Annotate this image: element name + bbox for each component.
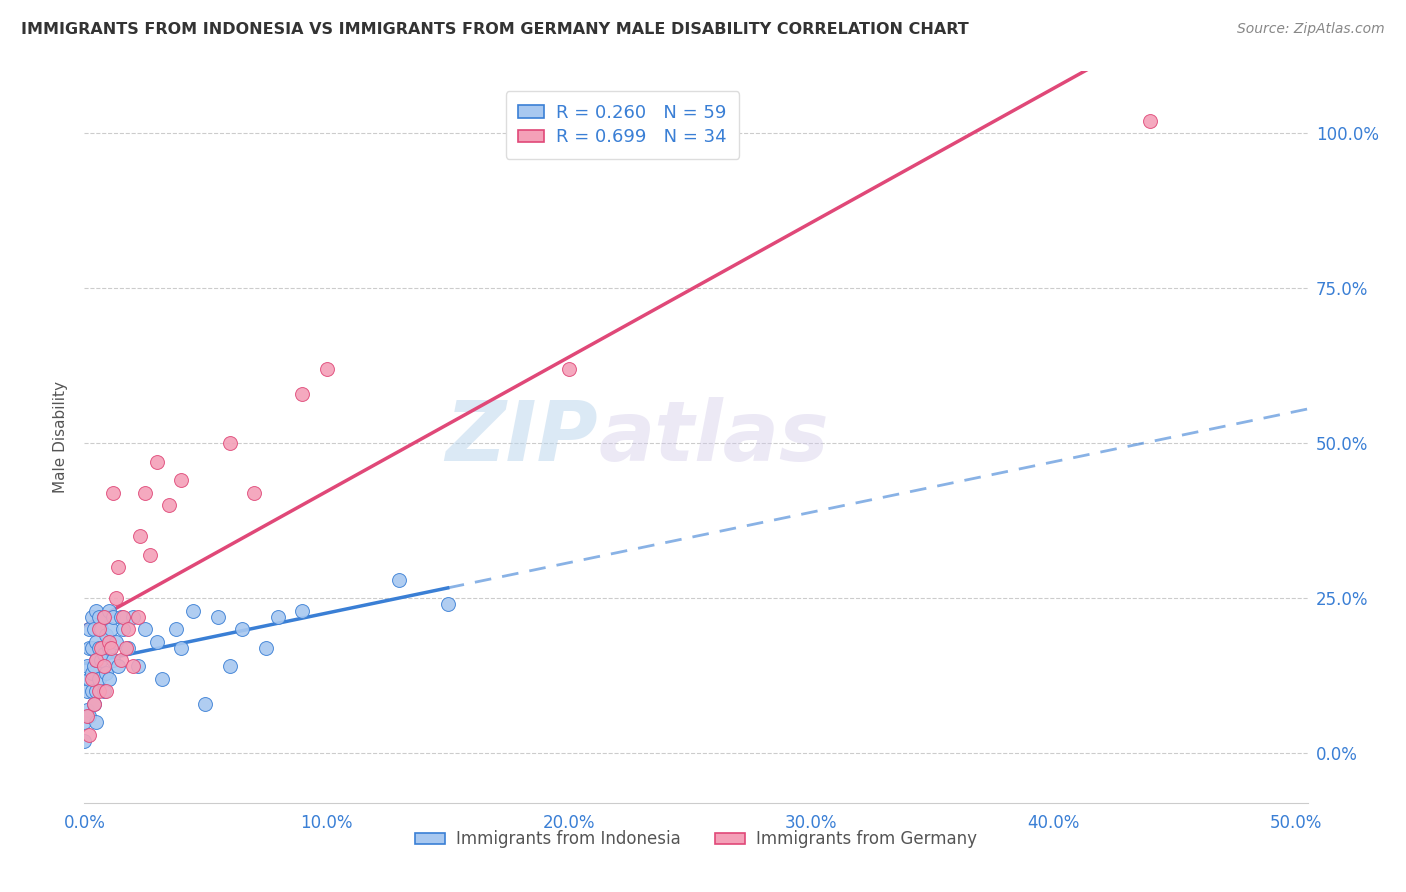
Text: IMMIGRANTS FROM INDONESIA VS IMMIGRANTS FROM GERMANY MALE DISABILITY CORRELATION: IMMIGRANTS FROM INDONESIA VS IMMIGRANTS … [21,22,969,37]
Point [80,610,103,624]
Point [114,640,136,655]
Point [93,610,115,624]
Point [157,498,180,512]
Point [93,684,115,698]
Point [83,697,105,711]
Point [93,610,115,624]
Point [243,486,266,500]
Point [315,362,337,376]
Point [103,610,125,624]
Point [90,653,112,667]
Point [291,386,314,401]
Point [76,703,98,717]
Point [77,622,100,636]
Point [117,622,139,636]
Point [87,640,110,655]
Point [93,659,115,673]
Point [96,628,118,642]
Point [77,709,100,723]
Point [146,455,169,469]
Point [100,622,122,636]
Point [112,610,135,624]
Point [83,697,105,711]
Text: ZIP: ZIP [446,397,598,477]
Point [80,665,103,680]
Point [218,436,240,450]
Point [194,697,217,711]
Y-axis label: Male Disability: Male Disability [53,381,69,493]
Point [97,640,120,655]
Point [127,659,149,673]
Point [267,610,290,624]
Point [112,622,135,636]
Point [207,610,229,624]
Point [150,672,173,686]
Point [107,560,129,574]
Point [76,684,98,698]
Point [90,640,112,655]
Point [83,622,105,636]
Point [134,486,156,500]
Point [218,659,240,673]
Point [231,622,253,636]
Point [77,672,100,686]
Point [134,622,156,636]
Point [87,610,110,624]
Point [103,653,125,667]
Point [165,622,187,636]
Point [80,672,103,686]
Point [87,684,110,698]
Point [73,715,96,730]
Point [97,672,120,686]
Point [97,634,120,648]
Point [77,728,100,742]
Point [96,684,118,698]
Point [436,598,458,612]
Point [254,640,277,655]
Point [170,640,193,655]
Point [1139,114,1161,128]
Point [170,474,193,488]
Point [139,548,162,562]
Point [291,604,314,618]
Legend: Immigrants from Indonesia, Immigrants from Germany: Immigrants from Indonesia, Immigrants fr… [406,822,986,856]
Point [87,672,110,686]
Point [104,634,127,648]
Point [117,640,139,655]
Point [100,640,122,655]
Point [76,709,98,723]
Point [103,486,125,500]
Point [76,659,98,673]
Point [83,659,105,673]
Point [183,604,205,618]
Point [110,653,132,667]
Point [87,622,110,636]
Point [86,634,108,648]
Point [80,684,103,698]
Point [73,734,96,748]
Text: Source: ZipAtlas.com: Source: ZipAtlas.com [1237,22,1385,37]
Point [86,653,108,667]
Point [121,659,143,673]
Point [558,362,581,376]
Point [388,573,411,587]
Point [129,529,152,543]
Point [121,610,143,624]
Point [86,653,108,667]
Point [97,604,120,618]
Point [107,659,129,673]
Point [86,604,108,618]
Point [104,591,127,606]
Point [86,715,108,730]
Point [93,647,115,661]
Point [110,610,132,624]
Point [86,684,108,698]
Text: atlas: atlas [598,397,828,477]
Point [80,640,103,655]
Point [127,610,149,624]
Point [77,640,100,655]
Point [96,665,118,680]
Point [146,634,169,648]
Point [90,622,112,636]
